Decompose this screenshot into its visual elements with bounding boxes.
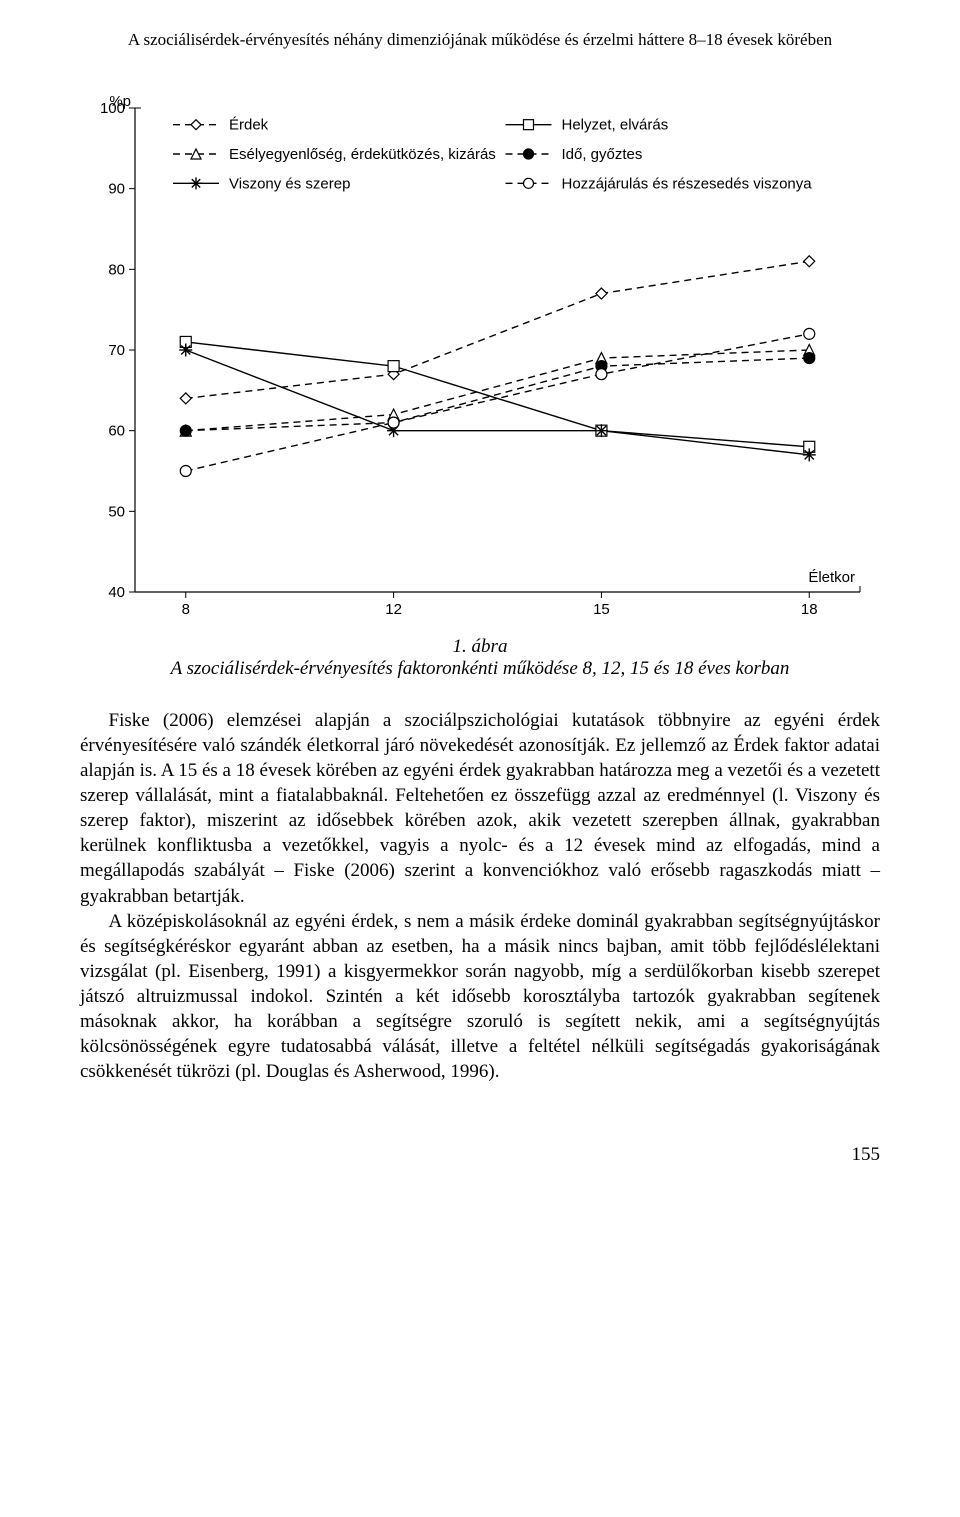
svg-text:Hozzájárulás és részesedés vis: Hozzájárulás és részesedés viszonya	[562, 175, 813, 192]
svg-text:Életkor: Életkor	[808, 569, 855, 586]
running-head: A szociálisérdek-érvényesítés néhány dim…	[80, 30, 880, 50]
figure-caption-text: A szociálisérdek-érvényesítés faktoronké…	[171, 658, 790, 679]
figure-number: 1. ábra	[80, 636, 880, 658]
svg-text:Viszony és szerep: Viszony és szerep	[229, 175, 350, 192]
svg-text:Helyzet, elvárás: Helyzet, elvárás	[562, 117, 669, 134]
svg-text:18: 18	[801, 601, 818, 618]
page-number: 155	[80, 1144, 880, 1166]
chart-container: 405060708090100%p8121518ÉletkorÉrdekHely…	[80, 90, 880, 630]
svg-text:80: 80	[108, 261, 125, 278]
paragraph-1: Fiske (2006) elemzései alapján a szociál…	[80, 708, 880, 909]
figure-caption: 1. ábra A szociálisérdek-érvényesítés fa…	[80, 636, 880, 680]
svg-text:15: 15	[593, 601, 610, 618]
svg-text:Érdek: Érdek	[229, 117, 269, 134]
svg-text:50: 50	[108, 503, 125, 520]
svg-text:%p: %p	[109, 93, 131, 110]
svg-text:70: 70	[108, 342, 125, 359]
line-chart: 405060708090100%p8121518ÉletkorÉrdekHely…	[80, 90, 880, 630]
svg-text:8: 8	[182, 601, 190, 618]
svg-text:90: 90	[108, 181, 125, 198]
paragraph-2: A középiskolásoknál az egyéni érdek, s n…	[80, 909, 880, 1085]
svg-text:Esélyegyenlőség, érdekütközés,: Esélyegyenlőség, érdekütközés, kizárás	[229, 146, 496, 163]
body-text: Fiske (2006) elemzései alapján a szociál…	[80, 708, 880, 1084]
svg-text:40: 40	[108, 584, 125, 601]
svg-text:Idő, győztes: Idő, győztes	[562, 146, 643, 163]
svg-text:12: 12	[385, 601, 402, 618]
svg-text:60: 60	[108, 423, 125, 440]
